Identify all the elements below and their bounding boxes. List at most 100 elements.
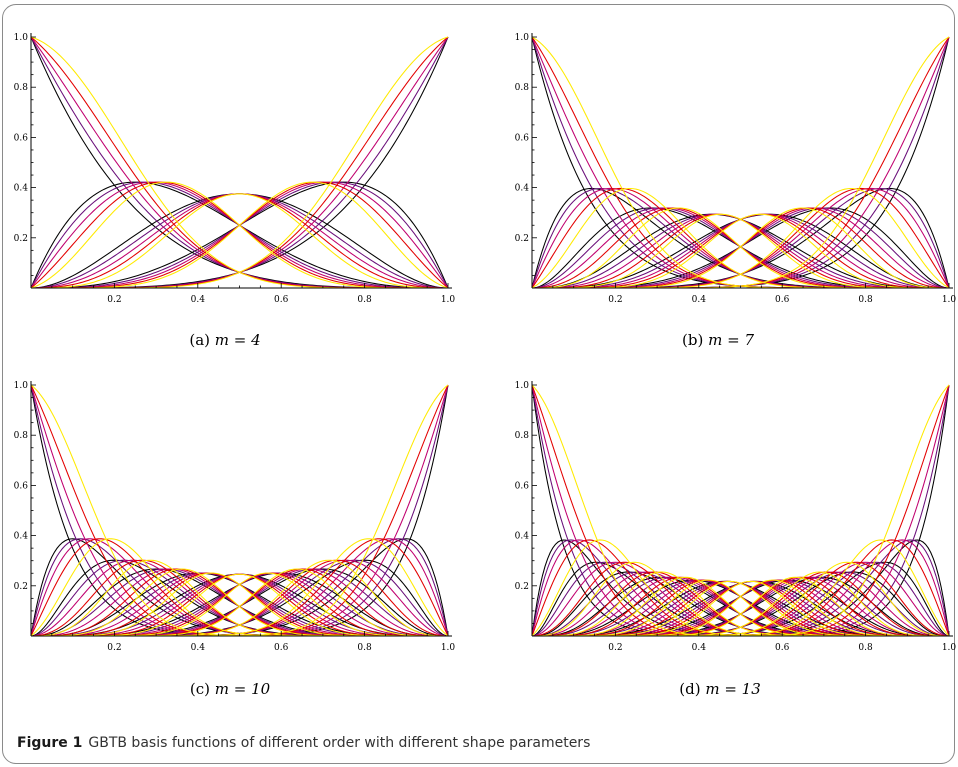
x-tick-label: 1.0 [441, 295, 456, 305]
figure-caption: Figure 1 GBTB basis functions of differen… [17, 735, 590, 751]
basis-curve-2-shape-1 [531, 207, 949, 289]
subcaption-b: (b) m = 7 [682, 331, 754, 349]
x-tick-label: 1.0 [942, 643, 957, 653]
basis-curve-0-shape-1 [30, 36, 448, 289]
y-tick-label: 0.4 [515, 532, 530, 542]
chart-panel-d: 0.2 0.4 0.6 0.8 1.0 0.2 0.4 0.6 0.8 1.0 [479, 370, 958, 720]
subcaption-b-eq: m = 7 [708, 331, 754, 349]
basis-curve-5-shape-2 [532, 207, 950, 289]
x-tick-label: 0.6 [775, 295, 790, 305]
basis-curve-0-shape-4 [30, 36, 448, 289]
x-tick-label: 0.8 [357, 643, 372, 653]
x-tick-label: 1.0 [942, 295, 957, 305]
basis-curve-0-shape-3 [30, 36, 448, 289]
y-tick-label: 0.8 [515, 431, 530, 441]
basis-curve-4-shape-2 [31, 36, 449, 289]
chart-svg: 0.2 0.4 0.6 0.8 1.0 0.2 0.4 0.6 0.8 1.0 [14, 381, 456, 653]
x-tick-label: 0.6 [274, 295, 289, 305]
subcaption-c: (c) m = 10 [190, 680, 270, 698]
subcaption-a-tag: (a) [189, 331, 210, 349]
subcaption-b-tag: (b) [682, 331, 704, 349]
y-tick-label: 0.8 [14, 83, 29, 93]
x-tick-label: 0.8 [858, 643, 873, 653]
y-tick-label: 0.4 [14, 532, 29, 542]
y-tick-label: 0.6 [515, 133, 530, 143]
basis-curve-0-shape-0 [531, 36, 949, 289]
curves-group [531, 36, 950, 289]
basis-curve-0-shape-3 [531, 384, 949, 637]
y-tick-label: 0.6 [14, 481, 29, 491]
basis-curve-0-shape-2 [531, 384, 949, 637]
chart-panel-c: 0.2 0.4 0.6 0.8 1.0 0.2 0.4 0.6 0.8 1.0 [0, 370, 479, 720]
basis-curve-5-shape-3 [532, 207, 950, 289]
basis-curve-4-shape-0 [31, 36, 449, 289]
basis-curve-13-shape-2 [532, 384, 950, 637]
x-tick-label: 0.2 [608, 295, 622, 305]
basis-curve-7-shape-1 [532, 36, 950, 289]
chart-panel-b: 0.2 0.4 0.6 0.8 1.0 0.2 0.4 0.6 0.8 1.0 [479, 0, 958, 370]
basis-curve-0-shape-3 [531, 36, 949, 289]
basis-curve-5-shape-1 [532, 207, 950, 289]
basis-curve-5-shape-0 [532, 207, 950, 289]
y-tick-label: 1.0 [14, 381, 29, 391]
x-tick-label: 0.6 [775, 643, 790, 653]
curves-group [30, 384, 449, 637]
basis-curve-8-shape-4 [31, 559, 449, 637]
basis-curve-0-shape-0 [531, 384, 949, 637]
subcaption-c-tag: (c) [189, 680, 210, 698]
y-tick-label: 1.0 [14, 33, 29, 43]
y-tick-label: 1.0 [515, 381, 530, 391]
basis-curve-13-shape-3 [532, 384, 950, 637]
x-tick-label: 0.4 [692, 295, 707, 305]
basis-curve-4-shape-1 [31, 36, 449, 289]
x-tick-label: 0.4 [692, 643, 707, 653]
x-tick-label: 0.4 [191, 643, 206, 653]
basis-curve-4-shape-3 [31, 36, 449, 289]
basis-curve-7-shape-0 [532, 36, 950, 289]
basis-curve-0-shape-1 [531, 384, 949, 637]
basis-curve-7-shape-4 [532, 36, 950, 289]
basis-curve-0-shape-1 [531, 36, 949, 289]
basis-curve-0-shape-4 [531, 384, 949, 637]
figure-label: Figure 1 [17, 735, 83, 751]
basis-curve-5-shape-4 [532, 207, 949, 289]
basis-curve-0-shape-0 [30, 36, 448, 289]
x-tick-label: 0.4 [191, 295, 206, 305]
y-tick-label: 0.2 [14, 582, 28, 592]
subcaption-a-eq: m = 4 [214, 331, 261, 349]
basis-curve-2-shape-4 [532, 207, 949, 289]
x-tick-label: 0.2 [107, 295, 121, 305]
x-tick-label: 0.2 [107, 643, 121, 653]
y-tick-label: 0.4 [14, 184, 29, 194]
basis-curve-13-shape-0 [532, 384, 950, 637]
subcaption-a: (a) m = 4 [189, 331, 260, 349]
chart-svg: 0.2 0.4 0.6 0.8 1.0 0.2 0.4 0.6 0.8 1.0 [14, 33, 456, 305]
basis-curve-2-shape-2 [30, 193, 449, 289]
basis-curve-7-shape-3 [532, 36, 950, 289]
subcaption-d-tag: (d) [679, 680, 701, 698]
x-tick-label: 1.0 [441, 643, 456, 653]
basis-curve-7-shape-2 [532, 36, 950, 289]
y-tick-label: 0.6 [515, 481, 530, 491]
chart-svg: 0.2 0.4 0.6 0.8 1.0 0.2 0.4 0.6 0.8 1.0 [515, 381, 957, 653]
basis-curve-0-shape-4 [531, 36, 949, 289]
curves-group [531, 384, 950, 637]
basis-curve-2-shape-0 [531, 207, 949, 289]
chart-svg: 0.2 0.4 0.6 0.8 1.0 0.2 0.4 0.6 0.8 1.0 [515, 33, 957, 305]
y-tick-label: 1.0 [515, 33, 530, 43]
basis-curve-2-shape-3 [531, 207, 949, 289]
figure-frame [2, 4, 955, 764]
x-tick-label: 0.8 [357, 295, 372, 305]
basis-curve-13-shape-4 [532, 384, 950, 637]
basis-curve-2-shape-2 [531, 207, 949, 289]
y-tick-label: 0.8 [14, 431, 29, 441]
basis-curve-4-shape-4 [31, 36, 449, 289]
x-tick-label: 0.6 [274, 643, 289, 653]
basis-curve-0-shape-2 [531, 36, 949, 289]
y-tick-label: 0.2 [14, 234, 28, 244]
chart-panel-a: 0.2 0.4 0.6 0.8 1.0 0.2 0.4 0.6 0.8 1.0 [0, 0, 479, 370]
x-tick-label: 0.2 [608, 643, 622, 653]
subcaption-c-eq: m = 10 [214, 680, 271, 698]
curves-group [30, 36, 449, 289]
subcaption-d: (d) m = 13 [679, 680, 761, 698]
